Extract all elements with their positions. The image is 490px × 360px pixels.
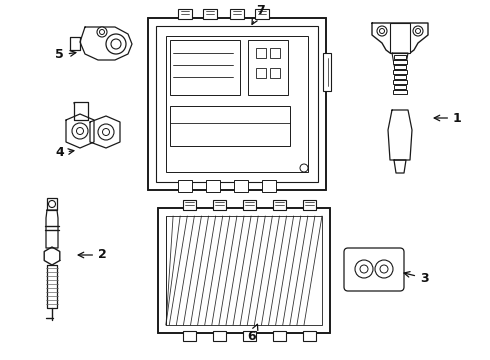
Polygon shape bbox=[388, 110, 412, 160]
Circle shape bbox=[375, 260, 393, 278]
Polygon shape bbox=[46, 210, 58, 248]
Bar bbox=[243, 200, 256, 210]
Text: 3: 3 bbox=[404, 271, 429, 284]
Polygon shape bbox=[90, 116, 120, 148]
Bar bbox=[47, 198, 57, 210]
Bar bbox=[183, 200, 196, 210]
Text: 2: 2 bbox=[78, 248, 107, 261]
Bar bbox=[158, 208, 330, 333]
Bar bbox=[170, 40, 240, 95]
Circle shape bbox=[97, 27, 107, 37]
Polygon shape bbox=[47, 265, 57, 308]
Text: 1: 1 bbox=[434, 112, 462, 125]
Polygon shape bbox=[394, 160, 406, 173]
Polygon shape bbox=[70, 37, 80, 50]
Bar bbox=[303, 200, 316, 210]
Bar bbox=[213, 200, 226, 210]
Polygon shape bbox=[80, 27, 132, 60]
Bar bbox=[270, 48, 280, 58]
Bar bbox=[183, 331, 196, 341]
Bar bbox=[273, 331, 286, 341]
Text: 4: 4 bbox=[55, 147, 74, 159]
Bar bbox=[390, 23, 410, 53]
Bar bbox=[243, 331, 256, 341]
Bar bbox=[303, 331, 316, 341]
Text: 5: 5 bbox=[55, 49, 76, 62]
Text: 6: 6 bbox=[247, 324, 258, 343]
Bar bbox=[394, 85, 406, 89]
Polygon shape bbox=[66, 114, 94, 148]
Bar bbox=[393, 80, 407, 84]
Bar bbox=[394, 75, 406, 79]
Bar bbox=[323, 53, 331, 91]
Bar bbox=[148, 18, 326, 190]
Bar bbox=[255, 9, 269, 19]
Bar bbox=[156, 26, 318, 182]
Circle shape bbox=[106, 34, 126, 54]
Bar bbox=[166, 216, 322, 325]
Circle shape bbox=[413, 26, 423, 36]
Bar bbox=[248, 40, 288, 95]
Bar bbox=[170, 106, 290, 146]
Bar bbox=[273, 200, 286, 210]
Bar bbox=[178, 180, 192, 192]
Circle shape bbox=[49, 201, 55, 207]
Bar bbox=[270, 68, 280, 78]
Text: 7: 7 bbox=[252, 4, 265, 24]
Bar bbox=[148, 18, 326, 190]
Bar bbox=[393, 70, 407, 74]
Bar bbox=[178, 9, 192, 19]
Bar bbox=[230, 9, 244, 19]
Bar bbox=[166, 36, 308, 172]
Bar bbox=[213, 331, 226, 341]
Polygon shape bbox=[372, 23, 428, 53]
Bar bbox=[158, 208, 330, 333]
Bar bbox=[262, 180, 276, 192]
Bar bbox=[206, 180, 220, 192]
Polygon shape bbox=[44, 247, 60, 265]
Polygon shape bbox=[392, 53, 408, 70]
Bar bbox=[394, 55, 406, 59]
Bar bbox=[256, 68, 266, 78]
Bar bbox=[203, 9, 217, 19]
Circle shape bbox=[98, 124, 114, 140]
Polygon shape bbox=[74, 102, 88, 120]
Circle shape bbox=[355, 260, 373, 278]
Circle shape bbox=[377, 26, 387, 36]
Bar bbox=[394, 65, 406, 69]
Bar bbox=[393, 60, 407, 64]
FancyBboxPatch shape bbox=[344, 248, 404, 291]
Bar bbox=[393, 90, 407, 94]
Bar bbox=[234, 180, 248, 192]
Circle shape bbox=[72, 123, 88, 139]
Bar bbox=[256, 48, 266, 58]
